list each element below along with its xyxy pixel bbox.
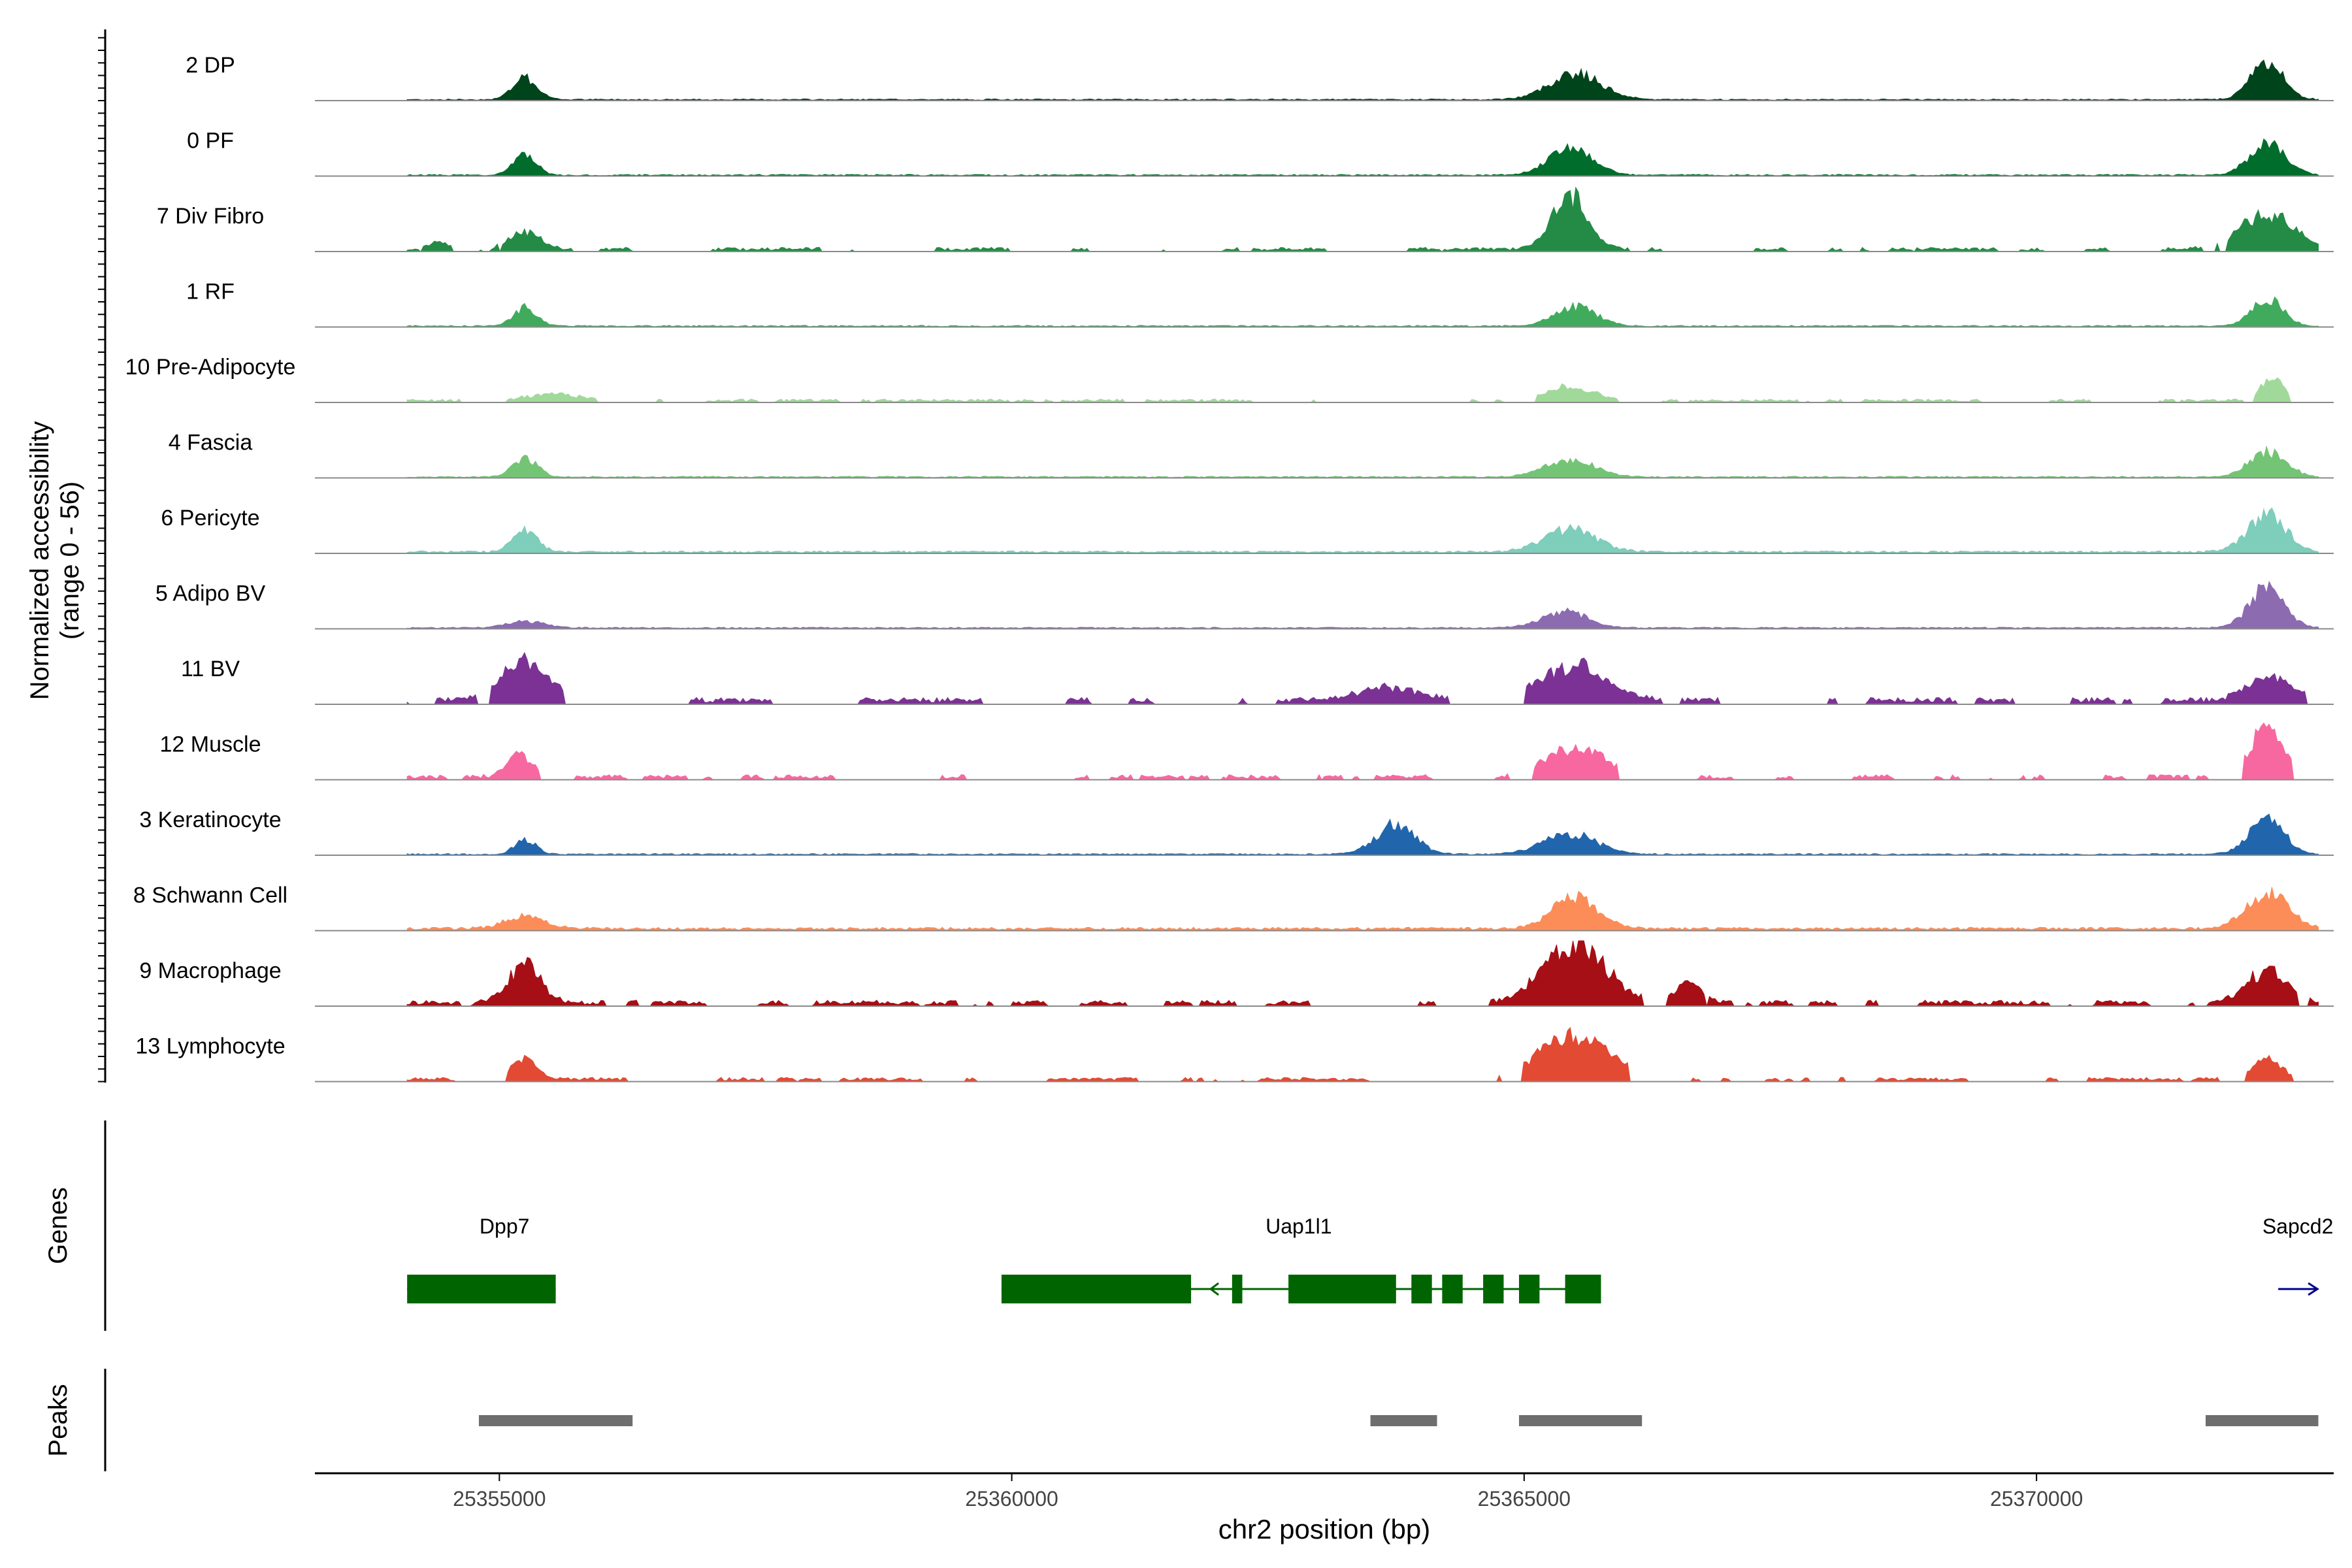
track-6-pericyte: 6 Pericyte — [98, 489, 2334, 554]
track-label: 8 Schwann Cell — [133, 883, 287, 908]
y-axis-label-line1: Normalized accessibility — [25, 421, 54, 700]
coverage-area — [406, 651, 2319, 705]
gene-exon — [1232, 1275, 1243, 1303]
coverage-area — [406, 940, 2319, 1007]
gene-dpp7: Dpp7 — [407, 1215, 556, 1303]
track-0-pf: 0 PF — [98, 112, 2334, 177]
track-4-fascia: 4 Fascia — [98, 414, 2334, 479]
coverage-area — [406, 1026, 2319, 1083]
genes-panel-label: Genes — [44, 1187, 73, 1264]
coverage-tracks: 2 DP 0 PF 7 Div Fibro 1 RF 10 Pre-Adipocyte 4… — [98, 37, 2334, 1083]
track-10-pre-adipocyte: 10 Pre-Adipocyte — [98, 338, 2334, 403]
track-label: 7 Div Fibro — [157, 204, 264, 229]
track-label: 2 DP — [186, 53, 235, 78]
track-label: 9 Macrophage — [139, 958, 281, 983]
strand-arrow-icon — [1209, 1282, 1219, 1296]
gene-exon — [1519, 1275, 1540, 1303]
gene-exon — [407, 1275, 556, 1303]
track-11-bv: 11 BV — [98, 640, 2334, 705]
gene-exon — [1442, 1275, 1463, 1303]
track-label: 6 Pericyte — [161, 506, 259, 531]
gene-exon — [1411, 1275, 1432, 1303]
track-label: 12 Muscle — [160, 732, 261, 757]
gene-uap1l1: Uap1l1 — [1001, 1215, 1601, 1303]
coverage-area — [406, 186, 2319, 253]
gene-annotation-panel: Dpp7 Uap1l1 Sapcd2 — [407, 1215, 2333, 1303]
gene-exon — [1565, 1275, 1601, 1303]
track-label: 0 PF — [187, 129, 234, 154]
track-label: 11 BV — [181, 657, 240, 681]
peak-region — [2205, 1415, 2319, 1426]
peak-region — [1370, 1415, 1437, 1426]
coverage-area — [406, 377, 2319, 403]
coverage-area — [406, 296, 2319, 327]
coverage-area — [406, 722, 2319, 781]
track-5-adipo-bv: 5 Adipo BV — [98, 565, 2334, 630]
x-tick-label: 25360000 — [965, 1487, 1058, 1511]
coverage-area — [406, 580, 2319, 629]
x-tick-label: 25355000 — [453, 1487, 546, 1511]
gene-label: Dpp7 — [480, 1215, 530, 1238]
gene-exon — [1288, 1275, 1396, 1303]
gene-sapcd2: Sapcd2 — [2262, 1215, 2334, 1296]
track-2-dp: 2 DP — [98, 37, 2334, 101]
track-8-schwann-cell: 8 Schwann Cell — [98, 867, 2334, 932]
gene-label: Uap1l1 — [1266, 1215, 1331, 1238]
track-12-muscle: 12 Muscle — [98, 716, 2334, 781]
track-label: 4 Fascia — [169, 431, 253, 455]
peaks-panel-label: Peaks — [44, 1384, 73, 1456]
track-label: 10 Pre-Adipocyte — [125, 355, 296, 380]
track-label: 1 RF — [186, 280, 235, 304]
peak-region — [478, 1415, 633, 1426]
coverage-area — [406, 813, 2319, 856]
coverage-area — [406, 138, 2319, 176]
gene-exon — [1483, 1275, 1504, 1303]
axes: 25355000 25360000 25365000 25370000 Normali… — [25, 29, 2334, 1544]
x-axis-label: chr2 position (bp) — [1218, 1514, 1431, 1544]
track-9-macrophage: 9 Macrophage — [98, 940, 2334, 1007]
track-1-rf: 1 RF — [98, 263, 2334, 328]
coverage-area — [406, 887, 2319, 931]
coverage-area — [406, 445, 2319, 478]
x-tick-label: 25365000 — [1478, 1487, 1571, 1511]
strand-arrow-icon — [2308, 1282, 2319, 1296]
y-axis-label-line2: (range 0 - 56) — [56, 482, 84, 640]
track-label: 13 Lymphocyte — [135, 1034, 285, 1059]
track-label: 5 Adipo BV — [155, 581, 266, 606]
x-tick-label: 25370000 — [1990, 1487, 2083, 1511]
coverage-area — [406, 59, 2319, 101]
gene-label: Sapcd2 — [2262, 1215, 2334, 1238]
gene-exon — [1001, 1275, 1192, 1303]
peaks-panel — [478, 1415, 2319, 1426]
track-3-keratinocyte: 3 Keratinocyte — [98, 791, 2334, 856]
track-label: 3 Keratinocyte — [139, 808, 281, 832]
coverage-area — [406, 507, 2319, 554]
track-13-lymphocyte: 13 Lymphocyte — [98, 1018, 2334, 1083]
x-axis-ticks: 25355000 25360000 25365000 25370000 — [453, 1473, 2083, 1511]
track-7-div-fibro: 7 Div Fibro — [98, 186, 2334, 253]
peak-region — [1519, 1415, 1642, 1426]
